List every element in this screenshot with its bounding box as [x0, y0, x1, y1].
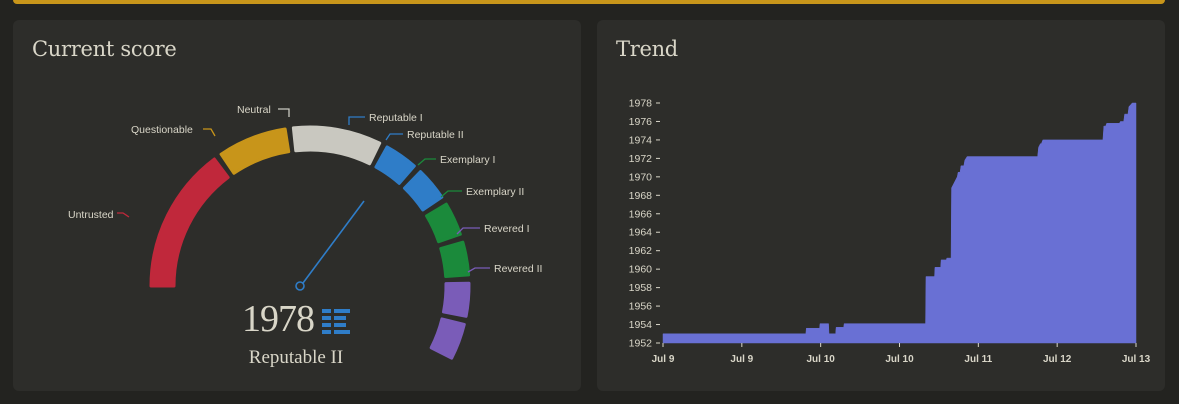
score-tier-label: Reputable II: [248, 347, 344, 368]
x-tick-label: Jul 9: [652, 354, 675, 365]
gauge-label-reputable-ii: Reputable II: [407, 129, 464, 141]
y-tick-label: 1978: [629, 98, 653, 110]
current-score-panel: Untrusted Questionable Neutral Reputable I R…: [13, 20, 581, 391]
x-tick-label: Jul 11: [964, 354, 992, 365]
y-tick-label: 1954: [629, 319, 653, 331]
gauge-label-revered-i: Revered I: [484, 223, 530, 235]
gauge-leader-neutral: [278, 108, 290, 117]
score-value: 1978: [242, 298, 315, 340]
gauge-segment-exemplary-ii: [439, 240, 471, 279]
gauge-needle-pivot: [295, 281, 305, 291]
gauge-segment-untrusted: [149, 157, 230, 288]
gauge-leader-reputable-i: [348, 116, 365, 125]
trend-panel-title: Trend: [616, 37, 678, 61]
trend-panel: Trend 1952 1954 1956 1958 1960 1962 1964 1966 19…: [597, 20, 1165, 391]
gauge-leader-revered-ii: [467, 267, 490, 273]
trend-area-score: [662, 102, 1137, 344]
y-tick-label: 1964: [629, 227, 653, 239]
gauge-segment-questionable: [219, 127, 291, 175]
gauge-leader-untrusted: [117, 212, 130, 218]
gauge-leader-exemplary-i: [417, 158, 436, 166]
score-panel-title: Current score: [32, 37, 177, 61]
x-tick-label: Jul 13: [1122, 354, 1151, 365]
gauge-label-untrusted: Untrusted: [68, 209, 114, 221]
y-tick-label: 1970: [629, 171, 653, 183]
gauge-leader-reputable-ii: [385, 133, 403, 141]
gauge-leader-questionable: [203, 128, 216, 137]
gauge-needle: [302, 200, 365, 284]
score-gauge: Untrusted Questionable Neutral Reputable I R…: [68, 104, 542, 360]
gauge-label-revered-ii: Revered II: [494, 263, 542, 275]
y-tick-label: 1976: [629, 116, 653, 128]
y-tick-label: 1960: [629, 264, 653, 276]
gauge-label-exemplary-i: Exemplary I: [440, 154, 495, 166]
gauge-segment-reputable-i: [374, 145, 416, 185]
x-tick-label: Jul 10: [806, 354, 835, 365]
gauge-segment-reputable-ii: [402, 170, 444, 212]
y-tick-label: 1968: [629, 190, 653, 202]
x-tick-label: Jul 10: [885, 354, 914, 365]
y-tick-label: 1972: [629, 153, 653, 165]
x-tick-label: Jul 9: [730, 354, 753, 365]
y-tick-label: 1958: [629, 282, 653, 294]
y-tick-label: 1952: [629, 338, 653, 350]
y-tick-label: 1966: [629, 208, 653, 220]
top-accent-bar: [13, 0, 1165, 4]
trend-chart: 1952 1954 1956 1958 1960 1962 1964 1966 1968 1970…: [629, 98, 1151, 366]
gauge-segment-exemplary-i: [425, 202, 462, 244]
gauge-leader-revered-i: [456, 227, 480, 235]
tier-bars-icon: [322, 309, 350, 334]
y-tick-label: 1962: [629, 245, 653, 257]
gauge-label-exemplary-ii: Exemplary II: [466, 186, 524, 198]
gauge-label-neutral: Neutral: [237, 104, 271, 116]
gauge-leader-exemplary-ii: [440, 190, 462, 198]
gauge-segment-revered-ii: [429, 317, 466, 360]
y-tick-label: 1956: [629, 301, 653, 313]
gauge-segment-neutral: [291, 125, 382, 166]
y-tick-label: 1974: [629, 134, 653, 146]
gauge-label-questionable: Questionable: [131, 124, 193, 136]
gauge-label-reputable-i: Reputable I: [369, 112, 423, 124]
x-tick-label: Jul 12: [1043, 354, 1072, 365]
gauge-segment-revered-i: [442, 281, 471, 318]
